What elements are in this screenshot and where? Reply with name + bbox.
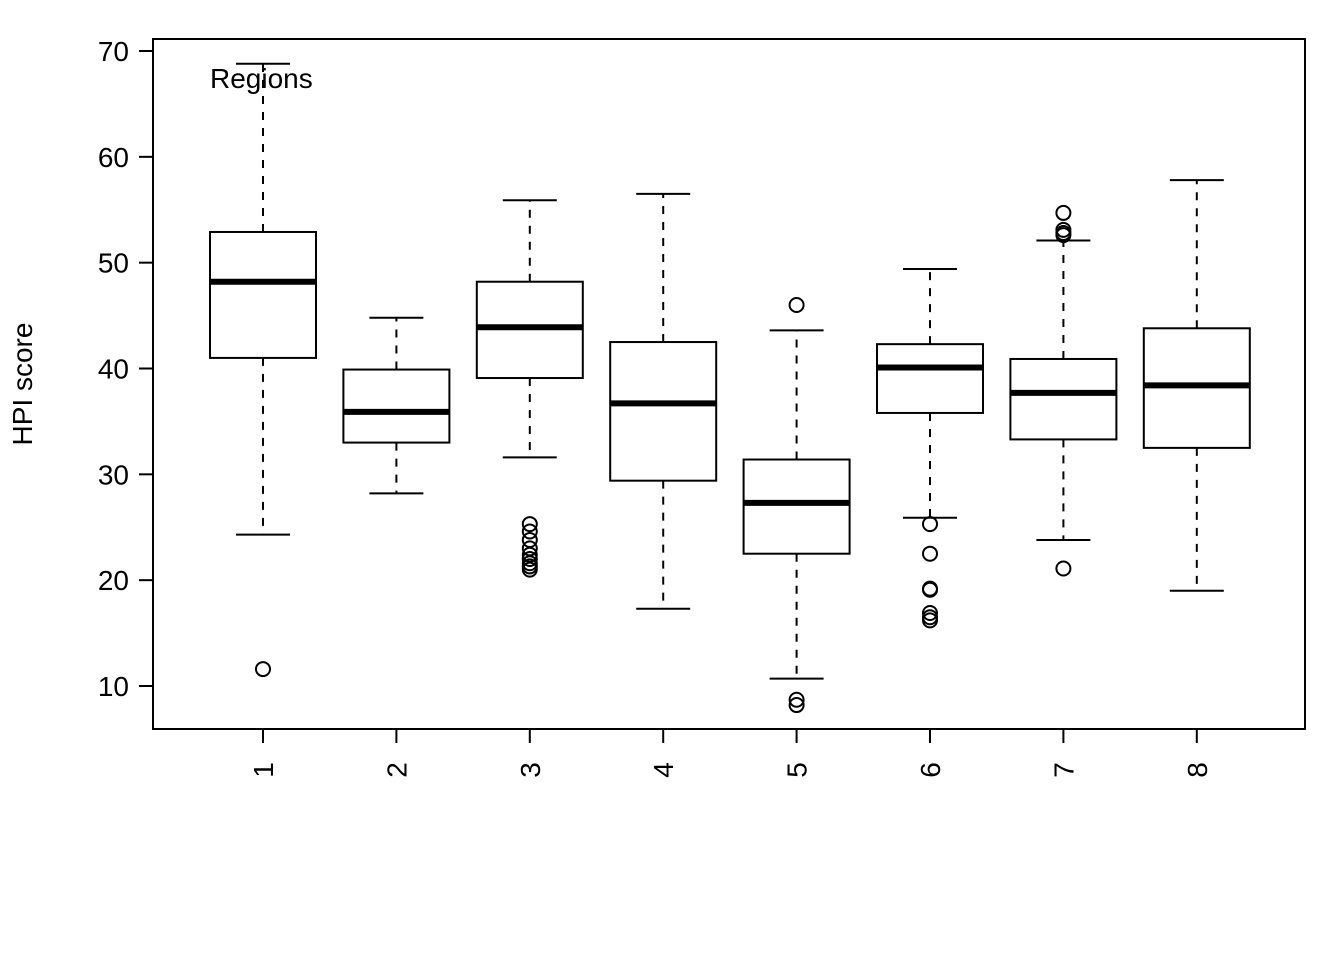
x-tick-label-7: 7 [1048,762,1079,778]
outlier-3-2 [521,523,538,540]
outlier-6-7 [922,612,938,629]
outlier-7-1 [1055,204,1072,221]
y-tick-label-10: 10 [98,671,129,702]
outlier-5-3 [788,697,805,714]
x-tick-label-1: 1 [248,762,279,778]
box-6 [876,343,984,414]
y-tick-label-40: 40 [98,354,129,385]
regions-annotation: Regions [210,63,313,94]
plot-frame [152,38,1306,730]
outlier-7-4 [1055,227,1072,244]
y-axis-label: HPI score [7,323,38,446]
outlier-1-1 [255,661,271,678]
outlier-3-1 [521,516,538,533]
outlier-7-5 [1055,560,1072,577]
x-tick-label-5: 5 [782,762,813,778]
box-7 [1009,357,1118,441]
x-tick-label-3: 3 [515,762,546,778]
x-tick-label-2: 2 [381,762,412,778]
box-4 [609,341,718,482]
y-tick-label-50: 50 [98,248,129,279]
outlier-6-1 [922,516,938,533]
y-tick-label-30: 30 [98,459,129,490]
outlier-6-5 [922,604,938,621]
outlier-3-9 [521,561,538,578]
y-tick-label-60: 60 [98,142,129,173]
y-tick-label-70: 70 [98,36,129,67]
outlier-3-6 [521,551,538,567]
box-5 [742,458,851,555]
x-tick-label-6: 6 [915,762,946,778]
box-1 [209,230,317,359]
x-tick-label-4: 4 [648,762,679,778]
outlier-5-1 [788,297,805,313]
outlier-6-4 [922,581,938,598]
outlier-5-2 [788,691,805,708]
outlier-6-2 [922,545,938,562]
x-tick-label-8: 8 [1182,762,1213,778]
y-tick-label-20: 20 [98,565,129,596]
box-2 [342,368,451,444]
